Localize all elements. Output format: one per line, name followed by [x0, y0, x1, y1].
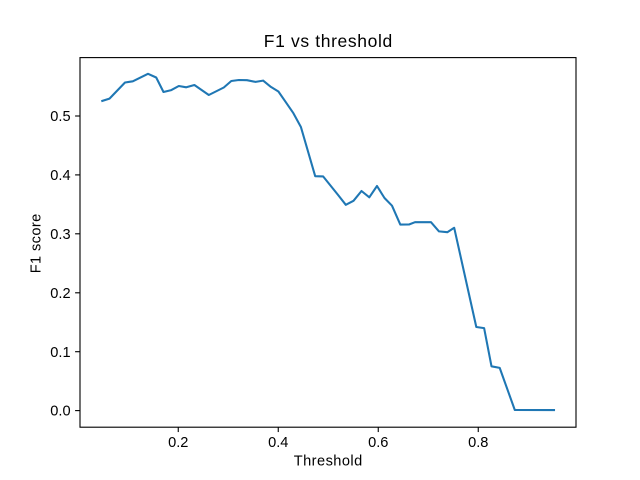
- svg-text:0.8: 0.8: [468, 435, 488, 451]
- svg-text:F1 score: F1 score: [29, 214, 45, 274]
- svg-text:0.2: 0.2: [50, 286, 70, 302]
- svg-text:0.0: 0.0: [50, 404, 70, 420]
- svg-text:0.4: 0.4: [50, 168, 70, 184]
- svg-text:0.3: 0.3: [50, 227, 70, 243]
- svg-text:0.4: 0.4: [268, 435, 288, 451]
- svg-text:0.6: 0.6: [368, 435, 388, 451]
- svg-text:0.5: 0.5: [50, 109, 70, 125]
- svg-text:F1 vs threshold: F1 vs threshold: [264, 31, 393, 51]
- svg-text:0.1: 0.1: [50, 345, 70, 361]
- svg-text:0.2: 0.2: [168, 435, 188, 451]
- svg-text:Threshold: Threshold: [294, 454, 363, 470]
